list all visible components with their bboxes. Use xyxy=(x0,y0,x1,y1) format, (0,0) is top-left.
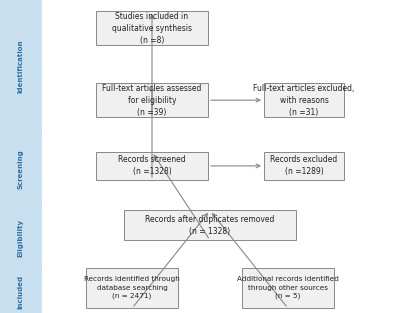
Text: Full-text articles excluded,
with reasons
(n =31): Full-text articles excluded, with reason… xyxy=(253,84,355,117)
Text: Records excluded
(n =1289): Records excluded (n =1289) xyxy=(270,155,338,177)
FancyBboxPatch shape xyxy=(0,203,42,273)
Text: Eligibility: Eligibility xyxy=(18,219,24,257)
FancyBboxPatch shape xyxy=(96,11,208,45)
FancyBboxPatch shape xyxy=(124,210,296,240)
FancyBboxPatch shape xyxy=(96,83,208,117)
FancyBboxPatch shape xyxy=(0,131,42,208)
Text: Full-text articles assessed
for eligibility
(n =39): Full-text articles assessed for eligibil… xyxy=(102,84,202,117)
FancyBboxPatch shape xyxy=(0,0,42,136)
Text: Additional records identified
through other sources
(n = 5): Additional records identified through ot… xyxy=(237,276,339,300)
FancyBboxPatch shape xyxy=(264,152,344,180)
FancyBboxPatch shape xyxy=(242,268,334,308)
Text: Studies included in
qualitative synthesis
(n =8): Studies included in qualitative synthesi… xyxy=(112,12,192,45)
FancyBboxPatch shape xyxy=(264,83,344,117)
Text: Included: Included xyxy=(18,275,24,309)
FancyBboxPatch shape xyxy=(86,268,178,308)
Text: Records after duplicates removed
(n = 1328): Records after duplicates removed (n = 13… xyxy=(145,215,275,236)
Text: Identification: Identification xyxy=(18,40,24,93)
FancyBboxPatch shape xyxy=(96,152,208,180)
Text: Screening: Screening xyxy=(18,149,24,189)
Text: Records screened
(n =1328): Records screened (n =1328) xyxy=(118,155,186,177)
Text: Records identified through
database searching
(n = 2471): Records identified through database sear… xyxy=(84,276,180,300)
FancyBboxPatch shape xyxy=(0,268,42,313)
